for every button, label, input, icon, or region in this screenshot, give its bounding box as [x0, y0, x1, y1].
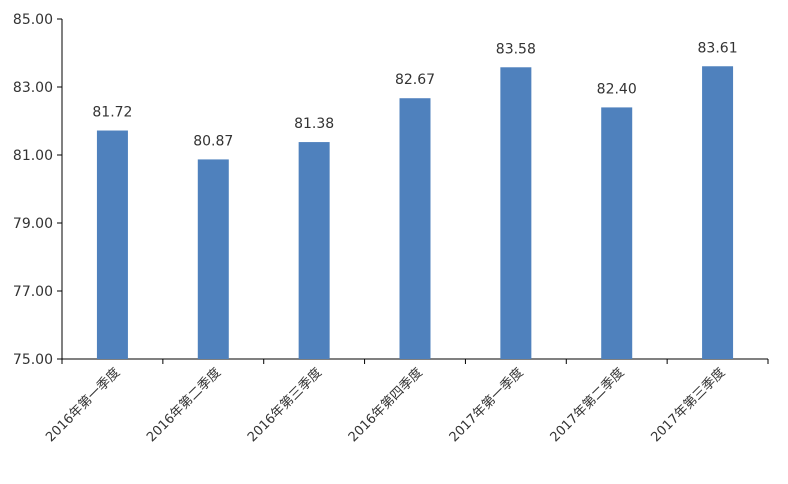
bar	[96, 130, 128, 359]
data-label: 81.38	[294, 116, 334, 132]
category-label: 2016年第二季度	[143, 365, 224, 446]
y-tick-label: 81.00	[13, 148, 53, 164]
data-label: 82.40	[597, 81, 637, 97]
bars	[96, 66, 734, 360]
x-axis	[61, 358, 769, 364]
y-tick-label: 79.00	[13, 216, 53, 232]
data-label: 83.61	[698, 40, 738, 56]
data-label: 82.67	[395, 72, 435, 88]
data-label: 83.58	[496, 41, 536, 57]
category-label: 2017年第二季度	[547, 365, 628, 446]
y-axis: 75.00 77.00 79.00 81.00 83.00 85.00	[13, 12, 63, 368]
bar	[399, 98, 431, 359]
category-label: 2016年第三季度	[244, 365, 325, 446]
category-label: 2016年第四季度	[345, 365, 426, 446]
bar	[298, 142, 330, 359]
y-tick-label: 77.00	[13, 284, 53, 300]
bar	[702, 66, 734, 359]
bar	[500, 67, 532, 359]
data-label: 81.72	[92, 105, 132, 121]
data-labels: 81.72 80.87 81.38 82.67 83.58 82.40 83.61	[92, 40, 737, 149]
y-tick-label: 85.00	[13, 12, 53, 28]
bar	[197, 159, 229, 359]
category-label: 2016年第一季度	[43, 365, 124, 446]
bar	[601, 107, 633, 360]
y-tick-label: 75.00	[13, 352, 53, 368]
y-tick-label: 83.00	[13, 80, 53, 96]
category-label: 2017年第一季度	[446, 365, 527, 446]
category-labels: 2016年第一季度 2016年第二季度 2016年第三季度 2016年第四季度 2017…	[43, 365, 729, 446]
data-label: 80.87	[193, 133, 233, 149]
category-label: 2017年第三季度	[648, 365, 729, 446]
